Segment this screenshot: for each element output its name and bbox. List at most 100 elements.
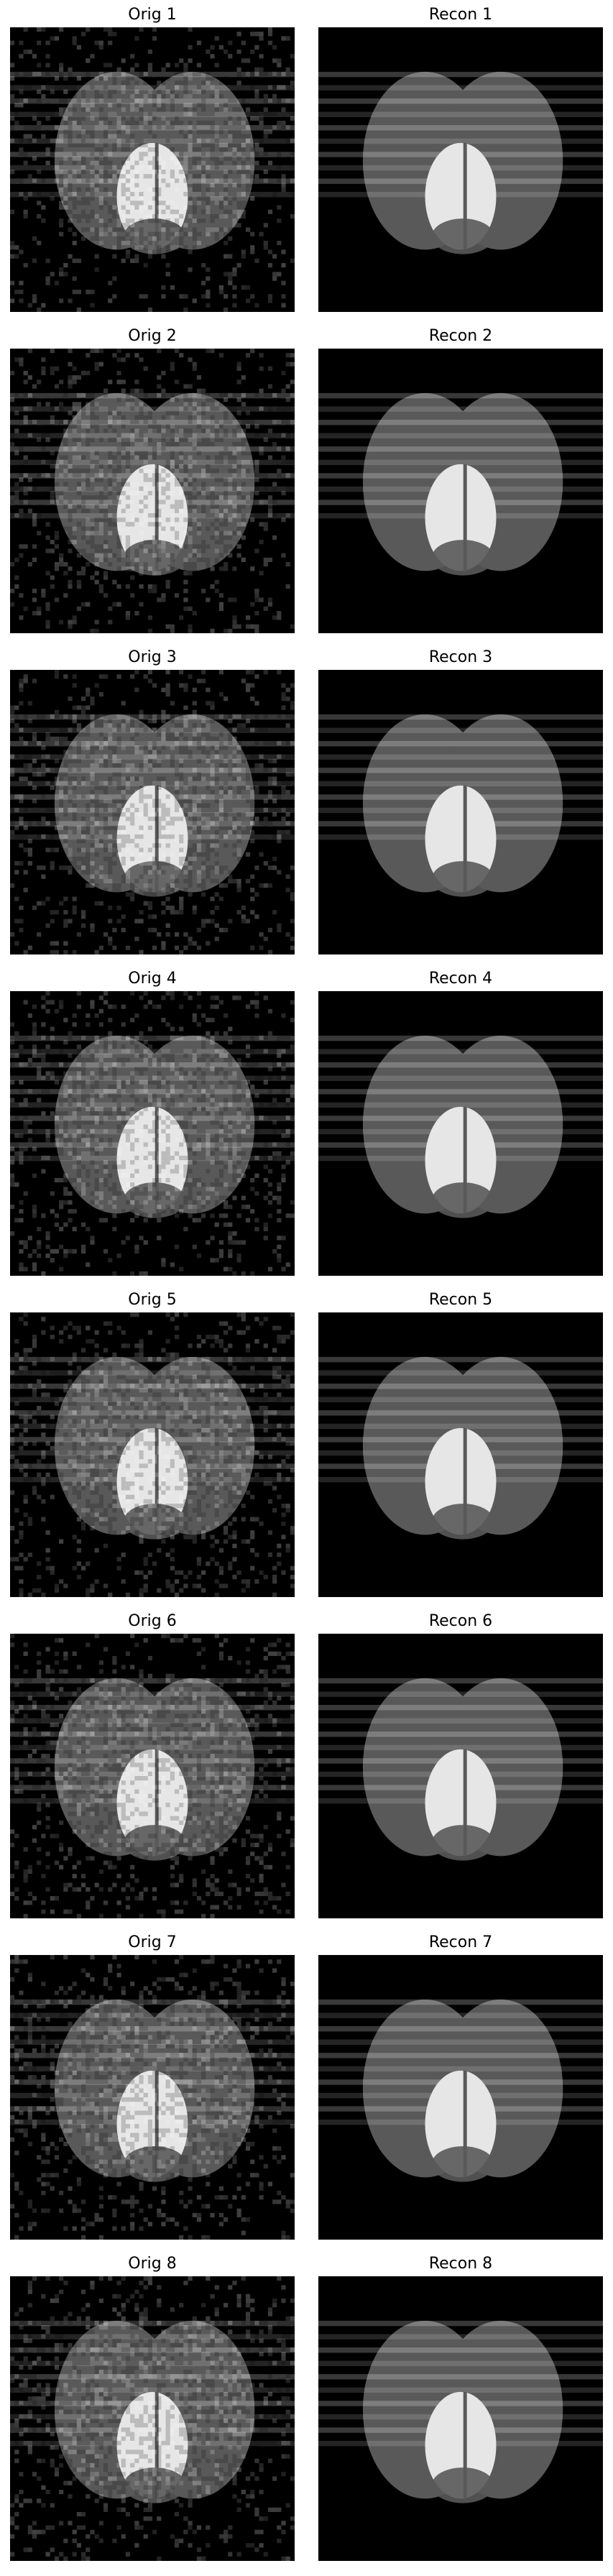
stripe-artifact xyxy=(318,446,603,452)
recon-image-7 xyxy=(318,1955,603,2240)
stripe-artifact xyxy=(10,1744,295,1751)
lower-crescent xyxy=(123,2467,186,2503)
stripe-artifact xyxy=(318,111,603,117)
center-seam xyxy=(155,464,159,571)
orig-image-2 xyxy=(10,349,295,633)
stripe-artifact xyxy=(10,1691,295,1697)
stripe-artifact xyxy=(318,1035,603,1041)
center-seam xyxy=(463,1106,467,1214)
recon-image-6 xyxy=(318,1634,603,1918)
recon-title-7: Recon 7 xyxy=(428,1933,493,1951)
stripe-artifact xyxy=(10,714,295,720)
stripe-artifact xyxy=(318,768,603,773)
stripe-artifact xyxy=(10,1678,295,1684)
center-seam xyxy=(155,2070,159,2178)
stripe-artifact xyxy=(318,433,603,438)
stripe-artifact xyxy=(10,406,295,412)
stripe-artifact xyxy=(318,781,603,787)
stripe-artifact xyxy=(10,2360,295,2366)
stripe-artifact xyxy=(318,1731,603,1737)
stripe-artifact xyxy=(10,1035,295,1041)
orig-title-8: Orig 8 xyxy=(128,2255,177,2273)
center-seam xyxy=(155,1106,159,1214)
center-seam xyxy=(463,2391,467,2499)
stripe-artifact xyxy=(10,1410,295,1416)
stripe-artifact xyxy=(318,459,603,466)
stripe-artifact xyxy=(10,98,295,104)
stripe-artifact xyxy=(318,2053,603,2058)
stripe-artifact xyxy=(318,85,603,91)
stripe-artifact xyxy=(10,85,295,91)
stripe-artifact xyxy=(10,2347,295,2353)
recon-title-2: Recon 2 xyxy=(428,327,493,345)
recon-image-5 xyxy=(318,1312,603,1597)
lower-crescent xyxy=(123,540,186,576)
stripe-artifact xyxy=(318,2387,603,2393)
stripe-artifact xyxy=(10,1718,295,1724)
stripe-artifact xyxy=(318,1089,603,1095)
orig-image-6 xyxy=(10,1634,295,1918)
stripe-artifact xyxy=(10,768,295,773)
recon-title-1: Recon 1 xyxy=(428,6,493,24)
stripe-artifact xyxy=(318,1999,603,2005)
recon-title-4: Recon 4 xyxy=(428,970,493,988)
lower-crescent xyxy=(431,218,494,254)
center-seam xyxy=(463,1427,467,1535)
orig-image-7 xyxy=(10,1955,295,2240)
stripe-artifact xyxy=(10,1999,295,2005)
stripe-artifact xyxy=(318,1744,603,1751)
stripe-artifact xyxy=(318,1062,603,1068)
stripe-artifact xyxy=(318,1397,603,1402)
noise-layer xyxy=(10,2276,295,2561)
center-seam xyxy=(463,1749,467,1857)
stripe-artifact xyxy=(10,1089,295,1095)
stripe-artifact xyxy=(10,1397,295,1402)
orig-image-1 xyxy=(10,27,295,312)
stripe-artifact xyxy=(318,727,603,733)
stripe-artifact xyxy=(318,1691,603,1697)
stripe-artifact xyxy=(10,138,295,144)
stripe-artifact xyxy=(318,714,603,720)
stripe-artifact xyxy=(318,1356,603,1363)
stripe-artifact xyxy=(10,71,295,78)
stripe-artifact xyxy=(318,2039,603,2045)
stripe-artifact xyxy=(318,1678,603,1684)
recon-title-5: Recon 5 xyxy=(428,1291,493,1309)
stripe-artifact xyxy=(318,2360,603,2366)
stripe-artifact xyxy=(10,125,295,131)
recon-image-3 xyxy=(318,670,603,954)
stripe-artifact xyxy=(318,1423,603,1430)
noise-layer xyxy=(10,27,295,312)
lower-crescent xyxy=(431,861,494,897)
orig-image-3 xyxy=(10,670,295,954)
center-seam xyxy=(155,1427,159,1535)
stripe-artifact xyxy=(10,459,295,466)
stripe-artifact xyxy=(10,2320,295,2327)
recon-title-3: Recon 3 xyxy=(428,648,493,666)
center-seam xyxy=(463,2070,467,2178)
center-seam xyxy=(463,142,467,250)
stripe-artifact xyxy=(318,98,603,104)
orig-title-6: Orig 6 xyxy=(128,1612,177,1630)
stripe-artifact xyxy=(10,1062,295,1068)
orig-image-5 xyxy=(10,1312,295,1597)
center-seam xyxy=(155,1749,159,1857)
stripe-artifact xyxy=(10,1370,295,1376)
stripe-artifact xyxy=(10,2387,295,2393)
recon-image-1 xyxy=(318,27,603,312)
lower-crescent xyxy=(431,2467,494,2503)
stripe-artifact xyxy=(10,741,295,747)
center-seam xyxy=(155,785,159,893)
stripe-artifact xyxy=(10,433,295,438)
stripe-artifact xyxy=(10,2053,295,2058)
stripe-artifact xyxy=(10,1731,295,1737)
lower-crescent xyxy=(123,1825,186,1861)
noise-layer xyxy=(10,349,295,633)
center-seam xyxy=(463,464,467,571)
stripe-artifact xyxy=(318,2374,603,2380)
stripe-artifact xyxy=(10,111,295,117)
recon-image-4 xyxy=(318,991,603,1276)
orig-title-3: Orig 3 xyxy=(128,648,177,666)
center-seam xyxy=(155,142,159,250)
stripe-artifact xyxy=(318,2334,603,2340)
